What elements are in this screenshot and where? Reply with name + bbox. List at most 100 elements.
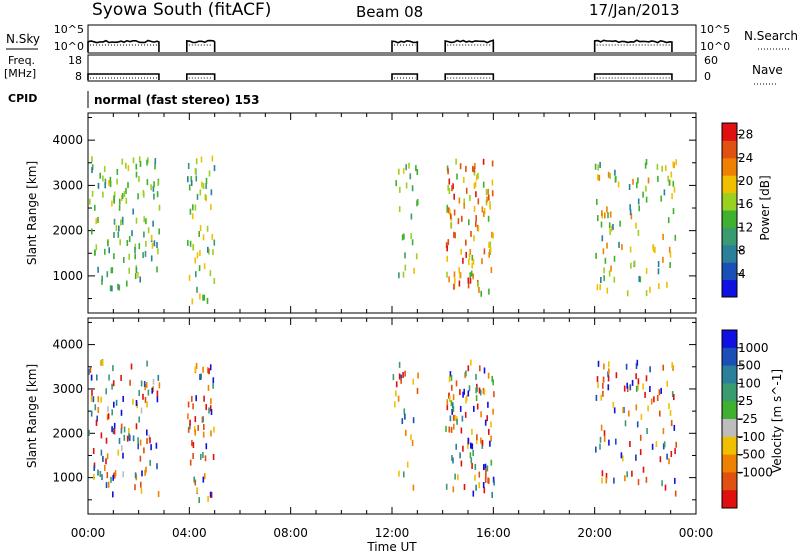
velocity-point bbox=[608, 439, 610, 446]
power-point bbox=[157, 180, 159, 186]
velocity-point bbox=[123, 434, 126, 441]
velocity-point bbox=[189, 459, 192, 466]
power-point bbox=[187, 239, 189, 246]
velocity-point bbox=[394, 401, 396, 408]
power-point bbox=[152, 185, 155, 192]
power-point bbox=[194, 168, 197, 174]
power-point bbox=[637, 177, 639, 184]
power-point bbox=[675, 159, 677, 166]
x-axis-label: Time UT bbox=[366, 540, 417, 554]
freq-step-1 bbox=[186, 73, 216, 80]
power-point bbox=[468, 253, 471, 260]
power-point bbox=[196, 286, 198, 293]
power-colorbar-tick-label-4: 20 bbox=[738, 174, 753, 188]
velocity-point bbox=[449, 415, 452, 422]
power-point bbox=[151, 242, 154, 249]
velocity-colorbar-label: Velocity [m s^-1] bbox=[770, 369, 784, 473]
power-point bbox=[475, 191, 477, 198]
power-colorbar-tick-label-0: 4 bbox=[738, 267, 746, 281]
freq-step-3 bbox=[444, 73, 495, 80]
power-point bbox=[672, 208, 675, 215]
velocity-point bbox=[595, 394, 598, 401]
velocity-point bbox=[635, 385, 638, 392]
power-point bbox=[619, 220, 621, 227]
velocity-point bbox=[620, 452, 623, 459]
velocity-point bbox=[669, 410, 672, 416]
velocity-point bbox=[612, 401, 615, 408]
power-ytick-label-0: 1000 bbox=[52, 269, 83, 283]
power-point bbox=[405, 182, 408, 189]
power-point bbox=[99, 172, 101, 179]
velocity-point bbox=[471, 443, 474, 450]
power-point bbox=[154, 163, 156, 170]
power-colorbar-label: Power [dB] bbox=[758, 175, 772, 240]
velocity-point bbox=[487, 477, 489, 484]
velocity-point bbox=[99, 359, 102, 366]
beam-title: Beam 08 bbox=[356, 3, 423, 21]
power-point bbox=[470, 230, 472, 237]
power-point bbox=[647, 177, 650, 184]
power-point bbox=[597, 164, 599, 171]
power-point bbox=[207, 246, 209, 253]
power-point bbox=[118, 204, 121, 211]
power-colorbar-tick-label-6: 28 bbox=[738, 128, 753, 142]
velocity-point bbox=[112, 491, 114, 498]
power-colorbar-swatch-2 bbox=[722, 244, 737, 263]
velocity-point bbox=[448, 376, 451, 383]
velocity-point bbox=[599, 436, 602, 443]
power-point bbox=[201, 181, 203, 188]
velocity-point bbox=[140, 407, 143, 414]
power-point bbox=[199, 250, 201, 257]
power-ytick-label-2: 3000 bbox=[52, 178, 83, 192]
power-point bbox=[604, 212, 606, 219]
velocity-point bbox=[666, 453, 668, 460]
velocity-point bbox=[144, 384, 146, 390]
velocity-point bbox=[212, 382, 214, 389]
velocity-point bbox=[412, 417, 415, 424]
power-point bbox=[465, 187, 468, 194]
power-point bbox=[399, 186, 401, 193]
power-point bbox=[195, 158, 198, 165]
power-point bbox=[192, 244, 195, 251]
velocity-point bbox=[96, 374, 98, 381]
power-point bbox=[475, 221, 477, 227]
power-point bbox=[645, 159, 648, 165]
power-point bbox=[125, 162, 127, 169]
velocity-point bbox=[470, 457, 473, 464]
power-point bbox=[612, 223, 614, 230]
power-point bbox=[639, 276, 642, 283]
power-point bbox=[194, 204, 197, 211]
velocity-point bbox=[202, 366, 204, 373]
velocity-point bbox=[402, 372, 404, 378]
power-point bbox=[191, 213, 194, 220]
velocity-point bbox=[187, 426, 190, 433]
velocity-point bbox=[673, 394, 675, 401]
power-point bbox=[606, 206, 608, 213]
power-point bbox=[123, 191, 126, 198]
velocity-colorbar-swatch-2 bbox=[722, 365, 737, 384]
cpid-label: CPID bbox=[8, 92, 37, 105]
velocity-point bbox=[200, 453, 202, 460]
power-point bbox=[629, 209, 632, 216]
velocity-ytick-label-0: 1000 bbox=[52, 471, 83, 485]
power-point bbox=[187, 176, 189, 183]
power-points bbox=[89, 155, 677, 305]
velocity-point bbox=[398, 470, 400, 477]
velocity-point bbox=[450, 426, 453, 433]
velocity-point bbox=[473, 405, 475, 412]
freq-step-4 bbox=[593, 73, 673, 80]
velocity-point bbox=[120, 409, 123, 416]
velocity-point bbox=[492, 408, 494, 415]
power-point bbox=[116, 178, 118, 185]
power-point bbox=[410, 213, 413, 220]
velocity-point bbox=[603, 430, 606, 437]
velocity-point bbox=[471, 428, 473, 435]
power-point bbox=[638, 205, 640, 212]
velocity-point bbox=[644, 391, 646, 398]
velocity-point bbox=[636, 359, 639, 366]
power-point bbox=[468, 259, 470, 266]
velocity-point bbox=[204, 455, 207, 462]
power-point bbox=[467, 277, 470, 284]
velocity-point bbox=[608, 368, 610, 375]
power-point bbox=[145, 218, 147, 225]
